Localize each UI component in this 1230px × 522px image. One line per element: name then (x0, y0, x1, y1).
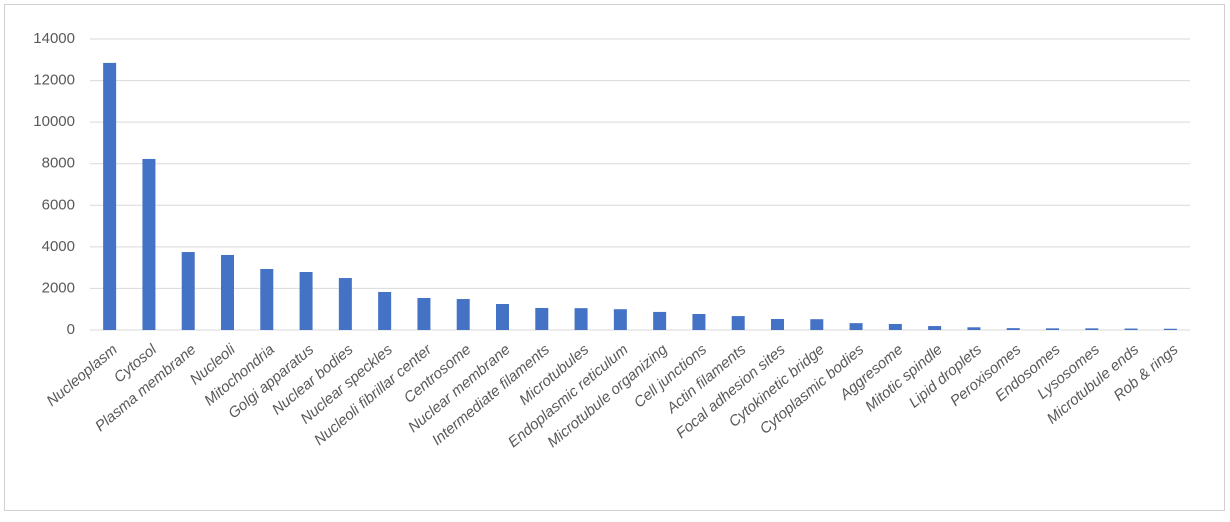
bar (928, 326, 942, 330)
bar (338, 278, 352, 330)
bar (260, 268, 274, 330)
bar (1085, 328, 1099, 330)
bar (1124, 328, 1138, 330)
bar (142, 158, 156, 330)
bar (496, 304, 509, 330)
y-tick-label: 2000 (42, 279, 75, 296)
bar (574, 308, 588, 330)
bar (771, 318, 784, 330)
bar (888, 323, 902, 330)
y-tick-label: 10000 (33, 113, 75, 130)
bar (417, 297, 431, 330)
bar (849, 323, 863, 330)
chart-frame (4, 4, 1225, 511)
y-tick-label: 12000 (33, 72, 75, 89)
y-tick-label: 8000 (42, 155, 75, 172)
bar (653, 311, 667, 330)
bar (456, 299, 470, 330)
y-tick-label: 6000 (42, 196, 75, 213)
bar (1006, 328, 1020, 330)
bar (378, 291, 392, 330)
bar (613, 309, 627, 330)
y-tick-label: 14000 (33, 30, 75, 47)
bar (221, 254, 234, 330)
bar (181, 252, 195, 330)
bar (1163, 328, 1177, 330)
bar (299, 272, 313, 330)
bar (731, 316, 745, 330)
bar (967, 327, 981, 330)
bar (103, 62, 117, 331)
y-tick-label: 4000 (42, 238, 75, 255)
bar (1046, 328, 1059, 330)
bar (535, 307, 549, 330)
bar (810, 319, 824, 330)
bar (692, 313, 706, 330)
y-tick-label: 0 (67, 321, 75, 338)
